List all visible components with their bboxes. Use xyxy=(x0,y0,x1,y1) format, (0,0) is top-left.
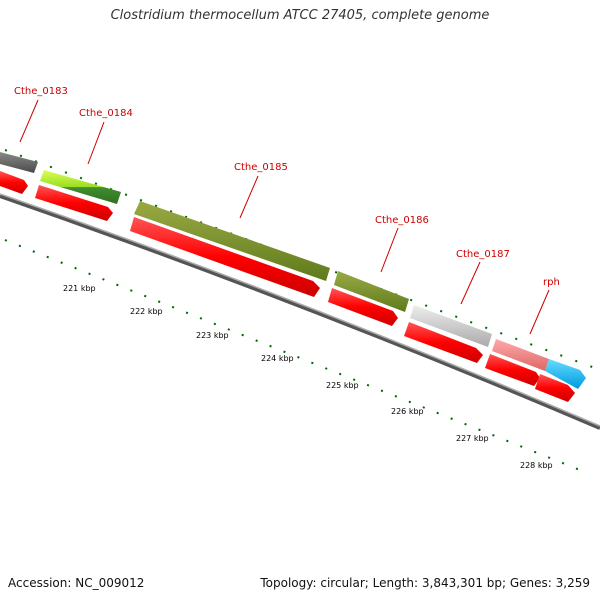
leader-cthe-0187 xyxy=(460,261,481,305)
ruler-label: 222 kbp xyxy=(130,307,163,316)
ruler-label: 226 kbp xyxy=(391,407,424,416)
gene-label-rph[interactable]: rph xyxy=(543,277,560,288)
genome-backbone xyxy=(0,194,600,430)
gene-label-cthe-0184[interactable]: Cthe_0184 xyxy=(79,108,133,119)
feature-rph[interactable] xyxy=(492,339,549,371)
ruler-label: 227 kbp xyxy=(456,434,489,443)
ruler-label: 224 kbp xyxy=(261,354,294,363)
feature-cthe-0185[interactable] xyxy=(134,201,330,281)
gene-label-cthe-0187[interactable]: Cthe_0187 xyxy=(456,249,510,260)
feature-cthe-0184[interactable] xyxy=(40,170,121,204)
ruler-labels: 221 kbp 222 kbp 223 kbp 224 kbp 225 kbp … xyxy=(63,284,553,470)
genome-backbone-highlight xyxy=(0,193,600,427)
cds-arrow-cthe-0184[interactable] xyxy=(35,185,113,221)
leader-cthe-0184 xyxy=(87,121,105,165)
gene-labels: Cthe_0183 Cthe_0184 Cthe_0185 Cthe_0186 … xyxy=(14,86,560,288)
ruler-label: 225 kbp xyxy=(326,381,359,390)
gene-label-cthe-0183[interactable]: Cthe_0183 xyxy=(14,86,68,97)
feature-cthe-0187[interactable] xyxy=(410,305,492,347)
feature-cthe-0186[interactable] xyxy=(334,271,409,312)
map-title: Clostridium thermocellum ATCC 27405, com… xyxy=(110,8,490,23)
gene-label-leaders xyxy=(19,99,550,335)
feature-cthe-0183[interactable] xyxy=(0,152,38,173)
cds-arrow-cthe-0185[interactable] xyxy=(130,217,320,297)
gene-label-cthe-0185[interactable]: Cthe_0185 xyxy=(234,162,288,173)
gene-label-cthe-0186[interactable]: Cthe_0186 xyxy=(375,215,429,226)
genome-summary-text: Topology: circular; Length: 3,843,301 bp… xyxy=(260,576,590,590)
cds-arrow-cthe-0187[interactable] xyxy=(404,322,483,363)
accession-text: Accession: NC_009012 xyxy=(8,576,145,590)
leader-cthe-0183 xyxy=(19,99,39,143)
ruler-label: 221 kbp xyxy=(63,284,96,293)
cds-arrow-cthe-0183[interactable] xyxy=(0,171,28,194)
leader-cthe-0186 xyxy=(380,227,399,273)
feature-rph-adjacent[interactable] xyxy=(545,359,586,389)
leader-cthe-0185 xyxy=(239,175,259,219)
leader-rph xyxy=(529,289,550,335)
ruler-label: 223 kbp xyxy=(196,331,229,340)
ruler-label: 228 kbp xyxy=(520,461,553,470)
cds-arrow-rph[interactable] xyxy=(485,354,540,386)
cds-arrow-rph-adjacent[interactable] xyxy=(535,374,575,402)
cds-arrow-cthe-0186[interactable] xyxy=(328,288,398,326)
